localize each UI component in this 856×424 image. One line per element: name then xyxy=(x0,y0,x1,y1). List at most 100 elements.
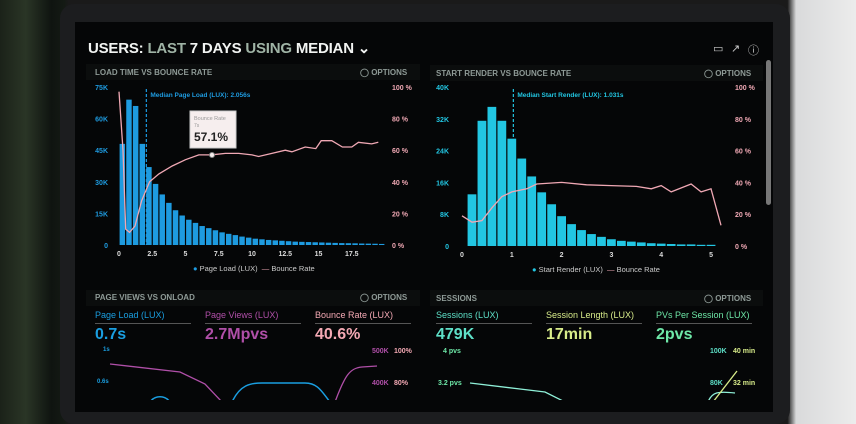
histogram-bar xyxy=(577,230,586,246)
options-label: OPTIONS xyxy=(715,69,752,78)
histogram-bar xyxy=(139,143,145,245)
histogram-bar xyxy=(567,224,576,246)
options-button-render[interactable]: ◯ OPTIONS xyxy=(704,69,752,78)
histogram-bar xyxy=(497,120,507,246)
page-title[interactable]: USERS: LAST 7 DAYS USING MEDIAN ⌄ xyxy=(88,39,370,57)
x-tick-label: 17.5 xyxy=(345,251,359,258)
y-tick-label: 45K xyxy=(95,148,108,155)
x-tick-label: 3 xyxy=(609,252,613,259)
histogram-bar xyxy=(597,236,606,246)
histogram-bar xyxy=(199,226,205,245)
tick-label: 32 min xyxy=(733,380,756,387)
bounce-rate-line xyxy=(118,91,379,234)
histogram-bar xyxy=(378,243,385,245)
kpi-underline xyxy=(656,323,752,324)
histogram-bar xyxy=(126,99,132,245)
x-tick-label: 12.5 xyxy=(278,251,292,258)
histogram-bar xyxy=(179,215,185,245)
kpi-value: 2pvs xyxy=(656,326,693,343)
legend-bars[interactable]: Page Load (LUX) xyxy=(199,264,258,273)
histogram-bar xyxy=(477,120,487,246)
legend-load: ● Page Load (LUX) — Bounce Rate xyxy=(193,264,315,273)
legend-dot-icon: ● xyxy=(532,265,537,274)
legend-render: ● Start Render (LUX) — Bounce Rate xyxy=(532,265,660,274)
title-last: LAST xyxy=(147,40,186,57)
tick-label: 400K xyxy=(372,380,389,387)
histogram-bar xyxy=(252,238,259,245)
histogram-bar xyxy=(332,242,338,245)
legend-line-icon: — xyxy=(607,265,615,274)
monitor-icon[interactable]: ▭ xyxy=(713,43,724,55)
y-tick-label: 60K xyxy=(95,117,108,124)
histogram-bar xyxy=(206,228,212,245)
histogram-bar xyxy=(365,243,372,245)
page-views-line-2 xyxy=(335,365,378,400)
options-button-pageviews[interactable]: ◯ OPTIONS xyxy=(360,293,408,302)
histogram-bar xyxy=(186,219,192,245)
tick-label: 3.2 pvs xyxy=(438,380,462,387)
histogram-bar xyxy=(587,234,596,246)
tick-label: 4 pvs xyxy=(443,348,461,355)
session-length-line xyxy=(713,370,738,400)
y2-tick-label: 60 % xyxy=(735,149,752,156)
scrollbar[interactable] xyxy=(766,60,771,205)
share-icon[interactable]: ↗ xyxy=(731,43,741,55)
histogram-bar xyxy=(285,241,292,245)
histogram-bar xyxy=(487,106,497,246)
y2-tick-label: 60 % xyxy=(392,148,409,155)
histogram-bar xyxy=(696,244,706,246)
y2-tick-label: 80 % xyxy=(735,117,752,124)
chevron-down-icon[interactable]: ⌄ xyxy=(357,40,371,57)
histogram-bar xyxy=(706,244,716,246)
legend-line[interactable]: Bounce Rate xyxy=(271,264,315,273)
help-icon[interactable]: ⓘ xyxy=(748,45,759,57)
histogram-bar xyxy=(292,241,298,245)
x-tick-label: 5 xyxy=(184,251,188,258)
histogram-bar xyxy=(636,242,646,246)
y-tick-label: 75K xyxy=(95,85,108,92)
histogram-bar xyxy=(646,243,656,246)
x-tick-label: 0 xyxy=(117,251,121,258)
histogram-bar xyxy=(372,243,378,245)
histogram-bar xyxy=(272,240,278,245)
x-tick-label: 10 xyxy=(248,251,256,258)
legend-line[interactable]: Bounce Rate xyxy=(616,265,660,274)
y-tick-label: 15K xyxy=(95,211,108,218)
kpi-underline xyxy=(315,323,411,324)
y2-tick-label: 80 % xyxy=(392,117,409,124)
histogram-bar xyxy=(219,232,225,245)
legend-bars[interactable]: Start Render (LUX) xyxy=(538,265,603,274)
panel-title-sessions: SESSIONS xyxy=(436,294,477,303)
kpi-value: 40.6% xyxy=(315,326,361,343)
histogram-bar xyxy=(299,241,305,245)
histogram-bar xyxy=(172,210,179,245)
y2-tick-label: 100 % xyxy=(392,85,413,92)
options-button-load[interactable]: ◯ OPTIONS xyxy=(360,68,408,77)
x-tick-label: 1 xyxy=(510,252,514,259)
kpi-value: 17min xyxy=(546,326,593,343)
histogram-bar xyxy=(119,143,126,245)
median-label: Median Page Load (LUX): 2.056s xyxy=(150,92,250,99)
y-tick-label: 16K xyxy=(436,180,449,187)
histogram-bar xyxy=(517,158,527,246)
kpi-value: 0.7s xyxy=(95,326,127,343)
histogram-bar xyxy=(192,222,199,245)
tick-label: 1s xyxy=(103,347,110,353)
tick-label: 80% xyxy=(394,380,409,387)
x-tick-label: 4 xyxy=(659,252,663,259)
histogram-bar xyxy=(239,236,245,245)
histogram-bar xyxy=(666,244,676,246)
y-tick-label: 30K xyxy=(95,180,108,187)
histogram-bar xyxy=(319,242,325,245)
panel-header-render xyxy=(430,65,763,81)
histogram-bar xyxy=(656,243,666,246)
tooltip-point xyxy=(209,152,215,158)
histogram-bar xyxy=(166,202,172,245)
options-button-sessions[interactable]: ◯ OPTIONS xyxy=(704,294,752,303)
histogram-bar xyxy=(359,243,365,245)
histogram-bar xyxy=(547,204,557,246)
kpi-label: Page Views (LUX) xyxy=(205,310,279,320)
histogram-bar xyxy=(557,216,566,246)
median-label: Median Start Render (LUX): 1.031s xyxy=(517,92,624,99)
tooltip-sub: 7s xyxy=(194,123,200,129)
